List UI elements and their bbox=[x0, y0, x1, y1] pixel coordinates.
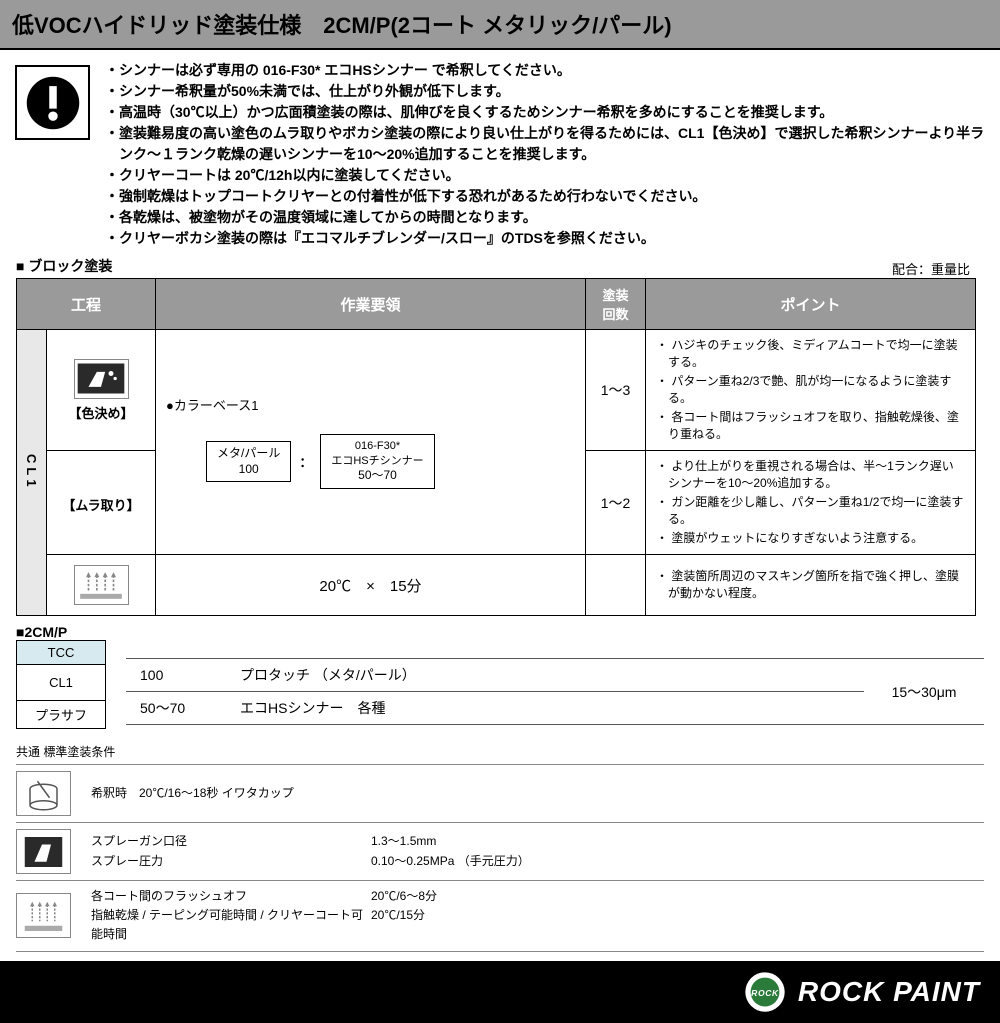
count-1: 1～3 bbox=[586, 330, 646, 451]
points-1: ・ ハジキのチェック後、ミディアムコートで均一に塗装する。・ パターン重ね2/3… bbox=[646, 330, 976, 451]
warning-icon bbox=[15, 65, 90, 140]
proc-color: 【色決め】 bbox=[47, 330, 156, 451]
point-item: ・ より仕上がりを重視される場合は、半～1ランク遅いシンナーを10～20%追加す… bbox=[656, 457, 965, 491]
spray-gun-icon bbox=[74, 359, 129, 399]
condition-text: スプレーガン口径1.3～1.5mmスプレー圧力0.10～0.25MPa （手元圧… bbox=[91, 832, 530, 870]
brand-name: ROCK PAINT bbox=[798, 976, 980, 1008]
note-item: ・塗装難易度の高い塗色のムラ取りやボカシ塗装の際により良い仕上がりを得るためには… bbox=[105, 123, 985, 165]
process-table: 工程 作業要領 塗装 回数 ポイント CL1 【色決め】 ●カラーベース1 メタ… bbox=[16, 278, 976, 616]
condition-row: スプレーガン口径1.3～1.5mmスプレー圧力0.10～0.25MPa （手元圧… bbox=[16, 822, 984, 881]
proc-mura: 【ムラ取り】 bbox=[47, 451, 156, 555]
point-item: ・ 塗膜がウェットになりすぎないよう注意する。 bbox=[656, 529, 965, 546]
points-3: ・ 塗装箇所周辺のマスキング箇所を指で強く押し、塗膜が動かない程度。 bbox=[646, 555, 976, 616]
note-item: ・シンナーは必ず専用の 016-F30* エコHSシンナー で希釈してください。 bbox=[105, 60, 985, 81]
layer-tcc: TCC bbox=[17, 641, 106, 665]
cmp-label: ■2CM/P bbox=[16, 624, 984, 640]
point-item: ・ 各コート間はフラッシュオフを取り、指触乾燥後、塗り重ねる。 bbox=[656, 408, 965, 442]
work-colorbase: ●カラーベース1 メタ/パール 100 ： 016-F30* エコHSチシンナー… bbox=[156, 330, 586, 555]
th-count: 塗装 回数 bbox=[586, 279, 646, 330]
footer: ROCK ROCK PAINT bbox=[0, 961, 1000, 1023]
layer-cl1: CL1 bbox=[17, 665, 106, 701]
points-2: ・ より仕上がりを重視される場合は、半～1ランク遅いシンナーを10～20%追加す… bbox=[646, 451, 976, 555]
layer-stack: TCC CL1 プラサフ bbox=[16, 640, 106, 729]
count-3 bbox=[586, 555, 646, 616]
note-item: ・シンナー希釈量が50%未満では、仕上がり外観が低下します。 bbox=[105, 81, 985, 102]
cmp-section: ■2CM/P TCC CL1 プラサフ 100 プロタッチ （メタ/パール） 1… bbox=[0, 616, 1000, 737]
layer-primer: プラサフ bbox=[17, 701, 106, 729]
condition-icon bbox=[16, 771, 71, 816]
note-item: ・クリヤーボカシ塗装の際は『エコマルチブレンダー/スロー』のTDSを参照ください… bbox=[105, 228, 985, 249]
cmp-info-table: 100 プロタッチ （メタ/パール） 15～30μm 50～70 エコHSシンナ… bbox=[126, 658, 984, 725]
th-point: ポイント bbox=[646, 279, 976, 330]
dry-spec: 20℃ × 15分 bbox=[156, 555, 586, 616]
table-row: CL1 【色決め】 ●カラーベース1 メタ/パール 100 ： 016-F30*… bbox=[17, 330, 976, 451]
count-2: 1～2 bbox=[586, 451, 646, 555]
point-item: ・ パターン重ね2/3で艶、肌が均一になるように塗装する。 bbox=[656, 372, 965, 406]
page-title: 低VOCハイドリッド塗装仕様 2CM/P(2コート メタリック/パール) bbox=[0, 0, 1000, 50]
point-item: ・ ガン距離を少し離し、パターン重ね1/2で均一に塗装する。 bbox=[656, 493, 965, 527]
note-item: ・高温時（30℃以上）かつ広面積塗装の際は、肌伸びを良くするためシンナー希釈を多… bbox=[105, 102, 985, 123]
conditions-section: 共通 標準塗装条件 希釈時 20℃/16～18秒 イワタカップスプレーガン口径1… bbox=[0, 737, 1000, 961]
th-process: 工程 bbox=[17, 279, 156, 330]
ratio-note: 配合：重量比 bbox=[892, 259, 1000, 278]
drying-icon bbox=[74, 565, 129, 605]
point-item: ・ 塗装箇所周辺のマスキング箇所を指で強く押し、塗膜が動かない程度。 bbox=[656, 567, 965, 601]
svg-text:ROCK: ROCK bbox=[751, 988, 779, 998]
group-cl1: CL1 bbox=[17, 330, 47, 616]
condition-icon bbox=[16, 829, 71, 874]
brand-logo-icon: ROCK bbox=[744, 971, 786, 1013]
mix-ratio: メタ/パール 100 ： 016-F30* エコHSチシンナー 50～70 bbox=[206, 434, 575, 488]
notes-list: ・シンナーは必ず専用の 016-F30* エコHSシンナー で希釈してください。… bbox=[105, 60, 985, 249]
condition-text: 各コート間のフラッシュオフ20℃/6～8分指触乾燥 / テーピング可能時間 / … bbox=[91, 887, 437, 945]
point-item: ・ ハジキのチェック後、ミディアムコートで均一に塗装する。 bbox=[656, 336, 965, 370]
table-row: 20℃ × 15分 ・ 塗装箇所周辺のマスキング箇所を指で強く押し、塗膜が動かな… bbox=[17, 555, 976, 616]
condition-row: 希釈時 20℃/16～18秒 イワタカップ bbox=[16, 764, 984, 823]
note-item: ・強制乾燥はトップコートクリヤーとの付着性が低下する恐れがあるため行わないでくだ… bbox=[105, 186, 985, 207]
note-item: ・クリヤーコートは 20℃/12h以内に塗装してください。 bbox=[105, 165, 985, 186]
condition-text: 希釈時 20℃/16～18秒 イワタカップ bbox=[91, 784, 371, 803]
conditions-title: 共通 標準塗装条件 bbox=[16, 743, 984, 760]
proc-dry bbox=[47, 555, 156, 616]
block-painting-label: ■ ブロック塗装 bbox=[0, 254, 128, 278]
th-work: 作業要領 bbox=[156, 279, 586, 330]
note-item: ・各乾燥は、被塗物がその温度領域に達してからの時間となります。 bbox=[105, 207, 985, 228]
condition-row: 各コート間のフラッシュオフ20℃/6～8分指触乾燥 / テーピング可能時間 / … bbox=[16, 880, 984, 952]
condition-icon bbox=[16, 893, 71, 938]
thickness: 15～30μm bbox=[864, 659, 984, 725]
warning-section: ・シンナーは必ず専用の 016-F30* エコHSシンナー で希釈してください。… bbox=[0, 50, 1000, 254]
